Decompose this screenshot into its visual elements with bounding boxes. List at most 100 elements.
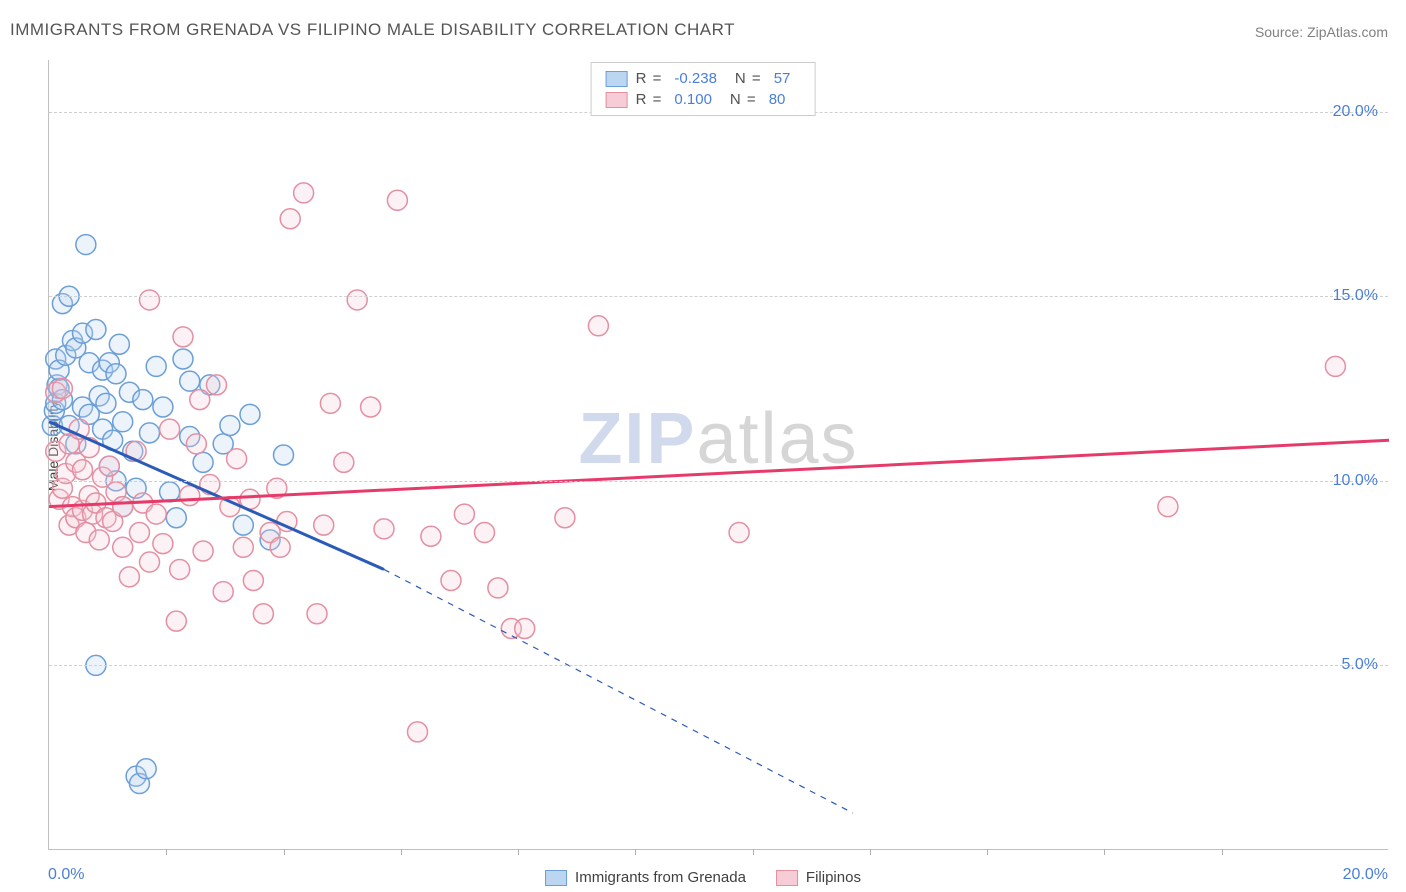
source-name: ZipAtlas.com: [1307, 24, 1388, 40]
data-point: [240, 404, 260, 424]
chart-container: IMMIGRANTS FROM GRENADA VS FILIPINO MALE…: [0, 0, 1406, 892]
data-point: [113, 497, 133, 517]
y-tick-label: 10.0%: [1333, 472, 1378, 490]
source-label: Source:: [1255, 24, 1303, 40]
data-point: [186, 434, 206, 454]
x-tick: [635, 849, 636, 855]
grid-line: [49, 296, 1388, 297]
legend-swatch: [545, 870, 567, 886]
stats-n-value: 57: [774, 70, 791, 87]
x-tick: [166, 849, 167, 855]
data-point: [170, 559, 190, 579]
data-point: [588, 316, 608, 336]
data-point: [475, 523, 495, 543]
x-tick: [1222, 849, 1223, 855]
data-point: [119, 567, 139, 587]
data-point: [270, 537, 290, 557]
data-point: [334, 452, 354, 472]
data-point: [274, 445, 294, 465]
stats-legend: R =-0.238N =57R =0.100N =80: [591, 62, 816, 116]
data-point: [421, 526, 441, 546]
data-point: [160, 419, 180, 439]
series-legend-item: Filipinos: [776, 869, 861, 886]
grid-line: [49, 481, 1388, 482]
x-tick: [518, 849, 519, 855]
data-point: [109, 334, 129, 354]
data-point: [729, 523, 749, 543]
grid-line: [49, 665, 1388, 666]
x-tick: [753, 849, 754, 855]
legend-swatch: [606, 71, 628, 87]
data-point: [173, 327, 193, 347]
data-point: [233, 537, 253, 557]
y-tick-label: 15.0%: [1333, 287, 1378, 305]
data-point: [106, 364, 126, 384]
plot-svg: [49, 60, 1388, 849]
stats-row: R =0.100N =80: [606, 89, 801, 110]
data-point: [113, 412, 133, 432]
data-point: [146, 356, 166, 376]
chart-title: IMMIGRANTS FROM GRENADA VS FILIPINO MALE…: [10, 20, 735, 40]
trend-line: [49, 440, 1389, 506]
data-point: [233, 515, 253, 535]
data-point: [96, 393, 116, 413]
stats-row: R =-0.238N =57: [606, 68, 801, 89]
data-point: [1325, 356, 1345, 376]
data-point: [193, 541, 213, 561]
x-tick: [987, 849, 988, 855]
x-tick: [284, 849, 285, 855]
data-point: [361, 397, 381, 417]
series-legend-label: Filipinos: [806, 869, 861, 886]
stats-r-value: -0.238: [674, 70, 717, 87]
stats-r-label: R =: [636, 70, 663, 87]
x-tick: [401, 849, 402, 855]
data-point: [243, 571, 263, 591]
data-point: [207, 375, 227, 395]
data-point: [153, 397, 173, 417]
data-point: [320, 393, 340, 413]
data-point: [166, 508, 186, 528]
x-tick: [1104, 849, 1105, 855]
y-tick-label: 5.0%: [1342, 656, 1378, 674]
data-point: [140, 290, 160, 310]
data-point: [220, 415, 240, 435]
data-point: [253, 604, 273, 624]
data-point: [441, 571, 461, 591]
data-point: [52, 379, 72, 399]
data-point: [76, 235, 96, 255]
trend-line-extrapolated: [384, 569, 853, 813]
legend-swatch: [606, 92, 628, 108]
data-point: [136, 759, 156, 779]
stats-n-label: N =: [730, 91, 757, 108]
data-point: [294, 183, 314, 203]
series-legend-item: Immigrants from Grenada: [545, 869, 746, 886]
x-origin-label: 0.0%: [48, 866, 84, 884]
data-point: [86, 319, 106, 339]
data-point: [166, 611, 186, 631]
data-point: [180, 371, 200, 391]
data-point: [193, 452, 213, 472]
data-point: [190, 390, 210, 410]
data-point: [555, 508, 575, 528]
data-point: [454, 504, 474, 524]
x-max-label: 20.0%: [1343, 866, 1388, 884]
data-point: [146, 504, 166, 524]
x-tick: [870, 849, 871, 855]
data-point: [408, 722, 428, 742]
data-point: [307, 604, 327, 624]
data-point: [374, 519, 394, 539]
data-point: [140, 423, 160, 443]
data-point: [129, 523, 149, 543]
series-legend-label: Immigrants from Grenada: [575, 869, 746, 886]
stats-r-label: R =: [636, 91, 663, 108]
plot-area: ZIPatlas 5.0%10.0%15.0%20.0%: [48, 60, 1388, 850]
source-attribution: Source: ZipAtlas.com: [1255, 24, 1388, 40]
data-point: [133, 390, 153, 410]
y-tick-label: 20.0%: [1333, 103, 1378, 121]
stats-r-value: 0.100: [674, 91, 712, 108]
data-point: [1158, 497, 1178, 517]
data-point: [280, 209, 300, 229]
data-point: [89, 530, 109, 550]
data-point: [314, 515, 334, 535]
data-point: [227, 449, 247, 469]
